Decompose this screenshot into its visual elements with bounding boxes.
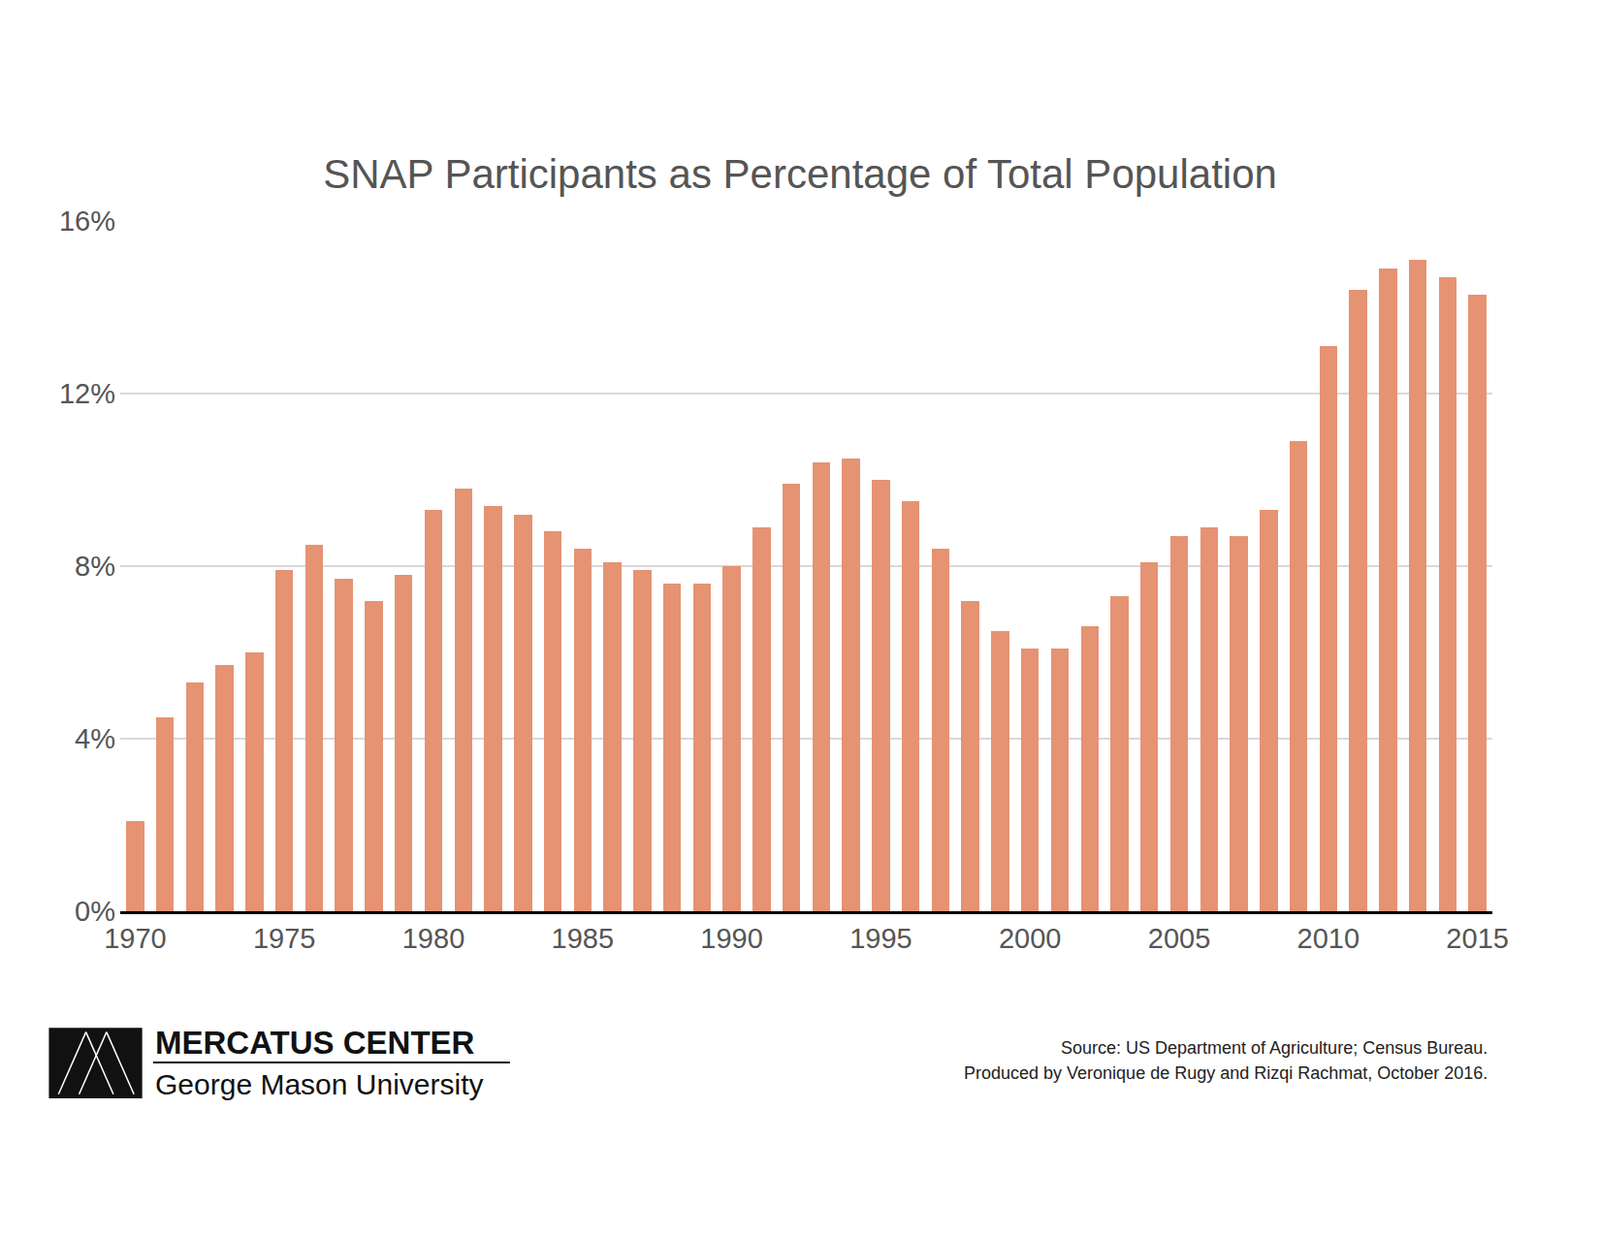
svg-text:16%: 16% <box>59 205 116 237</box>
svg-text:2010: 2010 <box>1297 923 1361 955</box>
svg-text:SNAP Participants as Percentag: SNAP Participants as Percentage of Total… <box>322 151 1278 197</box>
svg-text:1975: 1975 <box>253 923 317 955</box>
svg-text:Produced by Veronique de Rugy: Produced by Veronique de Rugy and Rizqi … <box>963 1063 1488 1084</box>
svg-text:1970: 1970 <box>103 923 167 955</box>
svg-text:MERCATUS CENTER: MERCATUS CENTER <box>155 1024 476 1061</box>
svg-text:4%: 4% <box>74 723 116 755</box>
svg-text:2000: 2000 <box>998 923 1062 955</box>
svg-text:1995: 1995 <box>849 923 913 955</box>
svg-text:1980: 1980 <box>402 923 466 955</box>
svg-text:1985: 1985 <box>551 923 615 955</box>
svg-text:1990: 1990 <box>700 923 764 955</box>
svg-text:2005: 2005 <box>1148 923 1212 955</box>
svg-text:8%: 8% <box>74 550 116 582</box>
svg-text:12%: 12% <box>59 378 116 410</box>
svg-text:2015: 2015 <box>1445 923 1509 955</box>
svg-text:George Mason University: George Mason University <box>155 1068 483 1101</box>
svg-text:Source: US Department of Agric: Source: US Department of Agriculture; Ce… <box>1060 1038 1488 1058</box>
svg-text:0%: 0% <box>74 896 116 928</box>
